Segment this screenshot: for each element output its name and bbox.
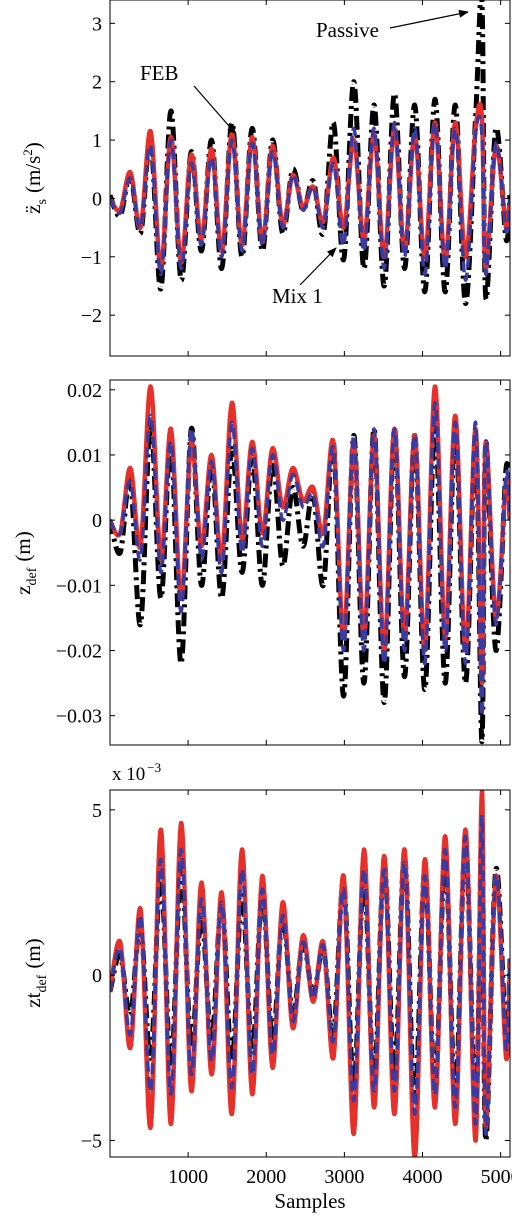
annotation-passive-arrow	[389, 9, 469, 29]
panel-2-y-axis-label: zdef(m)	[11, 531, 40, 595]
y-tick-label: −0.02	[56, 640, 102, 662]
x-tick-label: 5000	[481, 1166, 512, 1188]
panel-1-y-ticks: −2 −1 0 1 2 3	[81, 13, 510, 327]
y-tick-label: −0.03	[56, 706, 102, 728]
y-tick-label: 0	[92, 510, 102, 532]
y-tick-label: 1	[92, 130, 102, 152]
y-tick-label: −1	[81, 247, 102, 269]
panel-3-series-group	[110, 790, 510, 1157]
panel-3-frame	[109, 789, 511, 1158]
panel-1-x-ticks	[187, 0, 502, 356]
y-tick-label: 0.02	[67, 380, 102, 402]
y-tick-label: −0.01	[56, 575, 102, 597]
panel-3-x-ticks: 1000 2000 3000 4000 5000	[168, 790, 512, 1188]
x-tick-label: 2000	[246, 1166, 286, 1188]
y-tick-label: 0.01	[67, 445, 102, 467]
panel-2-y-ticks: −0.03 −0.02 −0.01 0 0.01 0.02	[56, 380, 510, 728]
panel-3-scale-label: x 10 −3	[112, 760, 161, 785]
series-mix-1-line	[110, 814, 510, 1136]
series-mix-1-line	[110, 401, 510, 718]
y-tick-label: −5	[81, 1130, 102, 1152]
panel-1-frame	[109, 0, 511, 357]
panel-2-frame	[109, 379, 511, 746]
annotation-mix1: Mix 1	[272, 284, 323, 308]
panel-2-x-ticks	[187, 380, 502, 745]
annotation-feb: FEB	[140, 61, 179, 85]
y-tick-label: 5	[92, 800, 102, 822]
panel-3-tire-deflection: −5 0 5 1000 2000 3000 4000 5000 x 10−3 ztdef(m…	[21, 760, 512, 1213]
annotation-feb-arrow	[193, 85, 237, 135]
y-tick-label: 0	[92, 965, 102, 987]
panel-1-y-axis-label: z̈s(m/s2)	[20, 142, 50, 214]
y-tick-label: 2	[92, 72, 102, 94]
panel-3-y-ticks: −5 0 5	[81, 800, 510, 1152]
annotation-passive: Passive	[316, 18, 379, 42]
panel-1-acceleration: −2 −1 0 1 2 3 z̈s(m/s2) Passive FEB Mix 1	[20, 0, 511, 357]
x-tick-label: 4000	[403, 1166, 443, 1188]
annotation-mix1-arrow	[299, 247, 337, 286]
x-tick-label: 3000	[324, 1166, 364, 1188]
x-tick-label: 1000	[168, 1166, 208, 1188]
y-tick-label: −2	[81, 305, 102, 327]
panel-2-deflection: −0.03 −0.02 −0.01 0 0.01 0.02 zdef(m)	[11, 379, 511, 746]
panel-1-series-group	[110, 0, 510, 307]
y-tick-label: 3	[92, 13, 102, 35]
panel-3-y-axis-label: ztdef(m)	[21, 938, 50, 1007]
series-mix-1-line	[110, 114, 510, 282]
x-axis-label: Samples	[274, 1189, 345, 1213]
panel-2-series-group	[110, 384, 510, 745]
y-tick-label: 0	[92, 188, 102, 210]
